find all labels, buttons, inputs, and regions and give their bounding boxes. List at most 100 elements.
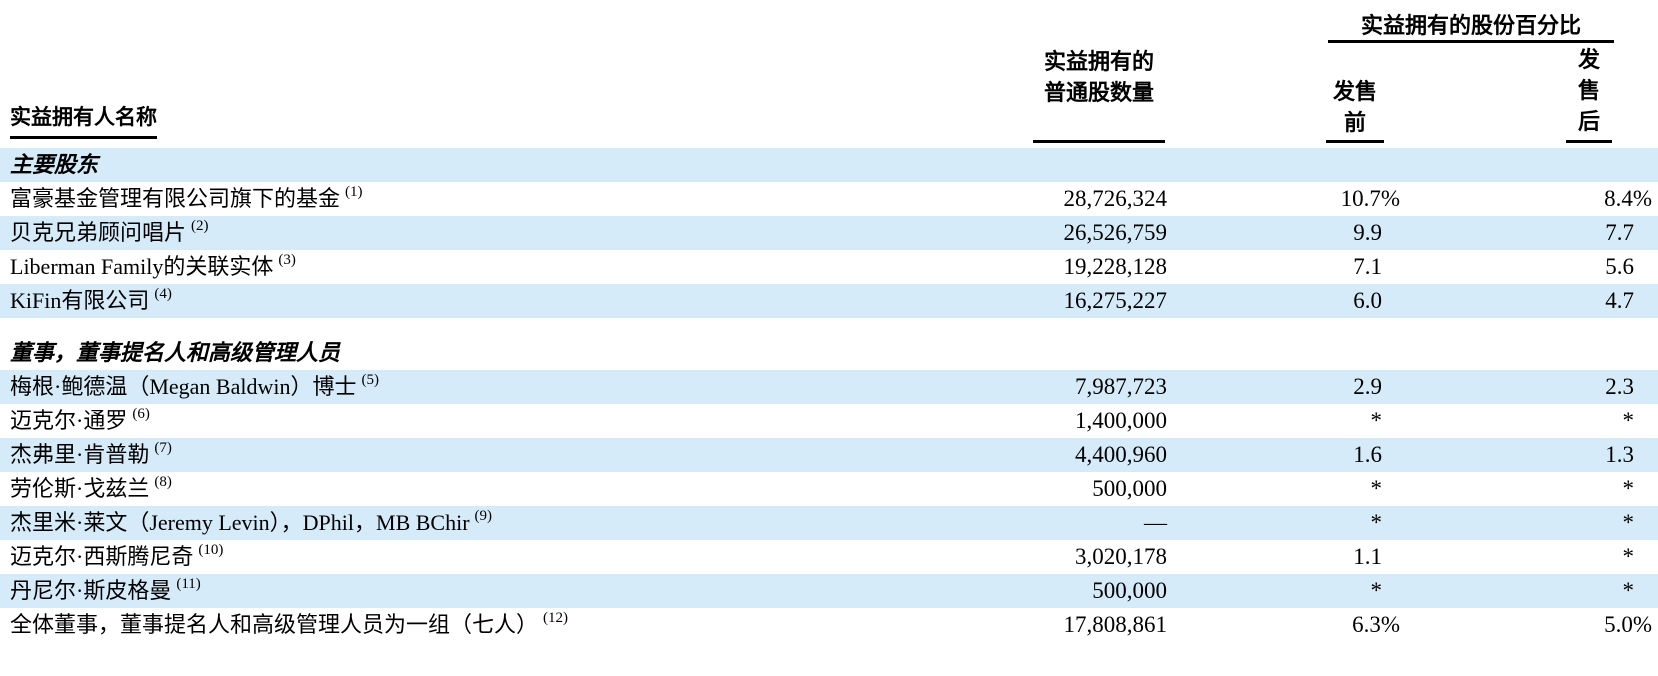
footnote-marker: (10) [198,541,224,558]
table-row: 杰里米·莱文（Jeremy Levin），DPhil，MB BChir (9) —… [0,506,1658,540]
post-offering-header-line3: 后 [1577,109,1600,134]
pct-owned-group-underline [1328,40,1614,43]
pre-offering-value: 6.0 [1353,288,1382,313]
table-row: 迈克尔·西斯腾尼奇 (10) 3,020,178 1.1 * [0,540,1658,574]
table-body: 主要股东 富豪基金管理有限公司旗下的基金 (1) 28,726,324 10.7%… [0,148,1658,642]
footnote-marker: (9) [474,507,493,524]
table-row-total: 全体董事，董事提名人和高级管理人员为一组（七人） (12) 17,808,861 … [0,608,1658,642]
owner-name-text: 迈克尔·西斯腾尼奇 [10,544,194,569]
table-row: 杰弗里·肯普勒 (7) 4,400,960 1.6 1.3 [0,438,1658,472]
section-row-directors-officers: 董事，董事提名人和高级管理人员 [0,336,1658,370]
owner-name: 贝克兄弟顾问唱片 (2) [0,216,950,250]
table-row: 梅根·鲍德温（Megan Baldwin）博士 (5) 7,987,723 2.9… [0,370,1658,404]
post-offering-value: 2.3 [1605,374,1634,399]
footnote-marker: (4) [154,285,172,302]
shares-value: 16,275,227 [1063,288,1168,313]
shares-owned-header: 实益拥有的 普通股数量 [1033,46,1165,108]
owner-name-text: 全体董事，董事提名人和高级管理人员为一组（七人） [10,612,539,637]
pre-offering-header-line1: 发售 [1332,79,1377,104]
footnote-marker: (1) [345,183,363,200]
owner-name-text: Liberman Family的关联实体 [10,254,274,279]
owner-name-text: 富豪基金管理有限公司旗下的基金 [10,186,341,211]
owner-name-header: 实益拥有人名称 [10,104,157,139]
post-offering-value: 1.3 [1605,442,1634,467]
section-title: 董事，董事提名人和高级管理人员 [10,340,341,365]
table-row: 丹尼尔·斯皮格曼 (11) 500,000 * * [0,574,1658,608]
shares-owned-header-line2: 普通股数量 [1043,80,1154,105]
pre-offering-value: 7.1 [1353,254,1382,279]
shares-owned-underline [1033,140,1165,143]
owner-name-text: 迈克尔·通罗 [10,408,128,433]
owner-name: 全体董事，董事提名人和高级管理人员为一组（七人） (12) [0,608,950,642]
owner-name: 杰弗里·肯普勒 (7) [0,438,950,472]
owner-name-text: 贝克兄弟顾问唱片 [10,220,187,245]
post-offering-value: * [1622,544,1635,569]
table-row: 迈克尔·通罗 (6) 1,400,000 * * [0,404,1658,438]
post-offering-header: 发 售 后 [1566,44,1612,137]
post-offering-value: * [1622,510,1635,535]
pre-offering-value: 10.7% [1340,186,1400,211]
owner-name: Liberman Family的关联实体 (3) [0,250,950,284]
post-offering-value: 4.7 [1605,288,1634,313]
footnote-marker: (7) [154,439,172,456]
section-row-major-shareholders: 主要股东 [0,148,1658,182]
post-offering-value: 5.0% [1604,612,1652,637]
owner-name: 迈克尔·通罗 (6) [0,404,950,438]
footnote-marker: (6) [132,405,150,422]
owner-name-text: KiFin有限公司 [10,288,150,313]
shares-value: 500,000 [1092,578,1167,603]
post-offering-value: * [1622,408,1635,433]
post-offering-value: 8.4% [1604,186,1652,211]
owner-name-text: 丹尼尔·斯皮格曼 [10,578,172,603]
table-row: Liberman Family的关联实体 (3) 19,228,128 7.1 5… [0,250,1658,284]
pre-offering-value: * [1370,510,1383,535]
pre-offering-header-line2: 前 [1343,110,1366,135]
table-row: KiFin有限公司 (4) 16,275,227 6.0 4.7 [0,284,1658,318]
footnote-marker: (5) [361,371,379,388]
shares-value: 1,400,000 [1075,408,1167,433]
footnote-marker: (12) [543,609,569,626]
table-row: 劳伦斯·戈兹兰 (8) 500,000 * * [0,472,1658,506]
pre-offering-value: 2.9 [1353,374,1382,399]
shares-value: 17,808,861 [1063,612,1168,637]
owner-name: 劳伦斯·戈兹兰 (8) [0,472,950,506]
owner-name: 丹尼尔·斯皮格曼 (11) [0,574,950,608]
owner-name: 富豪基金管理有限公司旗下的基金 (1) [0,182,950,216]
footnote-marker: (11) [176,575,201,592]
pre-offering-header: 发售 前 [1326,76,1384,138]
pre-offering-value: * [1370,578,1383,603]
owner-name-text: 梅根·鲍德温（Megan Baldwin）博士 [10,374,357,399]
pre-offering-value: 6.3% [1352,612,1400,637]
footnote-marker: (2) [191,217,209,234]
pre-offering-value: * [1370,408,1383,433]
shares-value: 500,000 [1092,476,1167,501]
shares-value: 19,228,128 [1063,254,1168,279]
post-offering-underline [1566,140,1612,143]
owner-name: 杰里米·莱文（Jeremy Levin），DPhil，MB BChir (9) [0,506,950,540]
shares-value: 3,020,178 [1075,544,1167,569]
owner-name: KiFin有限公司 (4) [0,284,950,318]
pre-offering-value: 9.9 [1353,220,1382,245]
section-title: 主要股东 [10,152,99,177]
pre-offering-value: 1.6 [1353,442,1382,467]
shares-value: 28,726,324 [1063,186,1168,211]
post-offering-value: 5.6 [1605,254,1634,279]
table-row: 富豪基金管理有限公司旗下的基金 (1) 28,726,324 10.7% 8.4% [0,182,1658,216]
post-offering-value: 7.7 [1605,220,1634,245]
pre-offering-value: * [1370,476,1383,501]
table-header: 实益拥有的股份百分比 实益拥有的 普通股数量 发售 前 发 售 后 实益拥有人名… [0,0,1658,148]
shares-value: 4,400,960 [1075,442,1167,467]
post-offering-header-line1: 发 [1577,47,1600,72]
shares-value: 26,526,759 [1063,220,1168,245]
owner-name-text: 杰里米·莱文（Jeremy Levin），DPhil，MB BChir [10,510,470,535]
post-offering-value: * [1622,578,1635,603]
section-spacer [0,318,1658,336]
pre-offering-value: 1.1 [1353,544,1382,569]
post-offering-value: * [1622,476,1635,501]
pct-owned-group-header: 实益拥有的股份百分比 [1360,13,1581,38]
owner-name: 迈克尔·西斯腾尼奇 (10) [0,540,950,574]
footnote-marker: (8) [154,473,172,490]
post-offering-header-line2: 售 [1577,78,1600,103]
pre-offering-underline [1326,140,1384,143]
